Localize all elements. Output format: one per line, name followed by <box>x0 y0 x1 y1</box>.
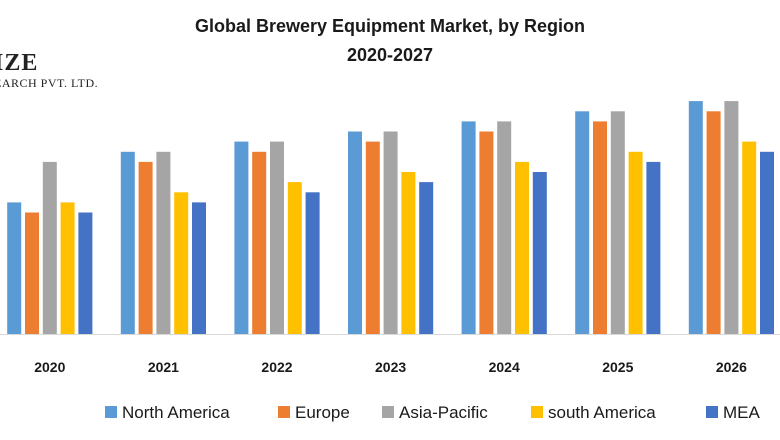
bar <box>628 151 643 335</box>
bar <box>760 151 774 335</box>
bar <box>365 141 380 334</box>
bar <box>724 101 739 334</box>
legend-label: Asia-Pacific <box>399 403 488 422</box>
bar <box>497 121 512 335</box>
bar <box>234 141 249 334</box>
bar <box>348 131 362 334</box>
bar <box>419 182 434 334</box>
bar <box>706 111 721 335</box>
legend-swatch <box>706 406 718 418</box>
bar <box>461 121 476 335</box>
bar <box>479 131 494 334</box>
bar <box>7 202 22 334</box>
legend-label: North America <box>122 403 230 422</box>
bar <box>138 161 153 334</box>
x-tick-label: 2022 <box>261 359 292 375</box>
logo-line-2: EARCH PVT. LTD. <box>0 76 99 90</box>
x-tick-label: 2020 <box>34 359 65 375</box>
bar <box>575 111 590 335</box>
bar <box>192 202 206 334</box>
logo-line-1: IZE <box>0 50 39 76</box>
x-tick-label: 2023 <box>375 359 406 375</box>
legend-label: south America <box>548 403 656 422</box>
legend-swatch <box>531 406 543 418</box>
bar <box>174 192 189 335</box>
bar <box>401 172 416 334</box>
legend-swatch <box>382 406 394 418</box>
x-tick-label: 2024 <box>489 359 520 375</box>
bar <box>25 212 39 334</box>
bar <box>515 161 529 334</box>
bar <box>287 182 302 334</box>
bar <box>270 141 284 334</box>
bar <box>120 151 135 335</box>
bar <box>593 121 607 335</box>
bar <box>646 161 661 334</box>
x-tick-label: 2026 <box>716 359 747 375</box>
chart-subtitle: 2020-2027 <box>346 45 434 65</box>
legend-label: MEA <box>723 403 761 422</box>
legend-swatch <box>278 406 290 418</box>
bar <box>688 101 703 334</box>
bar <box>42 161 57 334</box>
x-tick-label: 2025 <box>602 359 633 375</box>
chart-title: Global Brewery Equipment Market, by Regi… <box>194 16 586 36</box>
x-tick-label: 2021 <box>148 359 179 375</box>
legend-label: Europe <box>295 403 350 422</box>
bar <box>610 111 625 335</box>
legend-swatch <box>105 406 117 418</box>
bar <box>156 151 171 335</box>
bar <box>78 212 93 334</box>
bar <box>742 141 757 334</box>
bar <box>252 151 267 335</box>
bar <box>532 172 547 334</box>
bar <box>305 192 320 335</box>
bar <box>383 131 398 334</box>
bar <box>60 202 75 334</box>
